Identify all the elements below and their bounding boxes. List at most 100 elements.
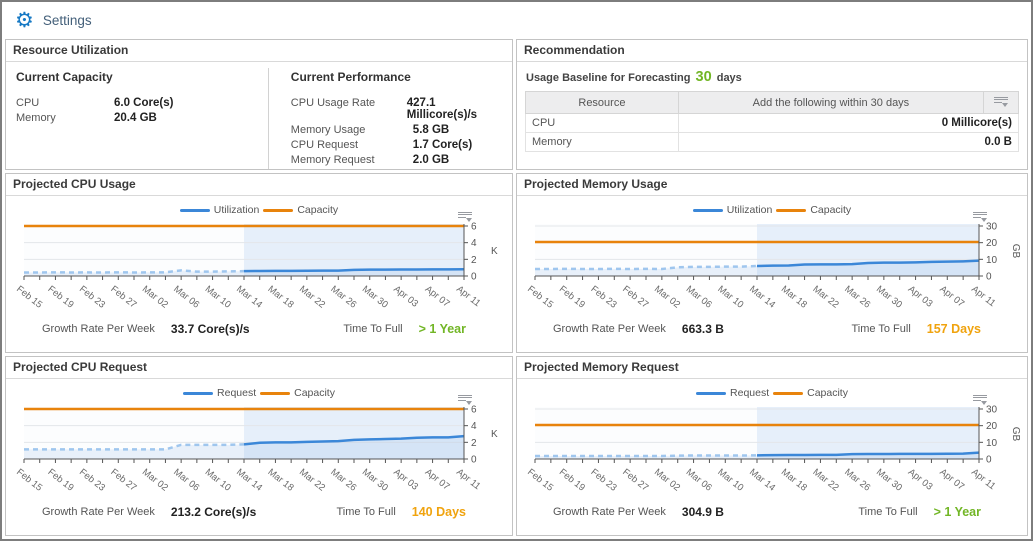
column-header-add-following[interactable]: Add the following within 30 days xyxy=(677,91,985,114)
svg-text:Feb 19: Feb 19 xyxy=(557,284,587,311)
svg-text:Feb 15: Feb 15 xyxy=(525,284,555,311)
svg-text:Apr 11: Apr 11 xyxy=(454,284,482,309)
svg-text:Mar 10: Mar 10 xyxy=(203,284,233,311)
chart-stats: Growth Rate Per Week 304.9 B Time To Ful… xyxy=(517,503,1027,525)
memory-request-chart: Request Capacity 0 10 20 30 GB Feb 15 Feb 19 Fe… xyxy=(517,379,1027,535)
chart-customizer-icon[interactable] xyxy=(973,210,987,222)
svg-text:Feb 23: Feb 23 xyxy=(77,467,107,494)
svg-text:Mar 18: Mar 18 xyxy=(779,467,809,494)
svg-text:Feb 19: Feb 19 xyxy=(46,284,76,311)
svg-text:6: 6 xyxy=(471,405,477,416)
time-to-full-label: Time To Full xyxy=(851,323,911,335)
resource-cell: CPU xyxy=(525,113,679,133)
series-legend-swatch xyxy=(692,208,723,212)
performance-row-memory-request: Memory Request 2.0 GB xyxy=(291,154,504,166)
column-header-resource[interactable]: Resource xyxy=(525,91,679,114)
chart-customizer-icon[interactable] xyxy=(458,393,472,405)
svg-text:Mar 14: Mar 14 xyxy=(747,284,777,311)
chart-plot: 0 2 4 6 K Feb 15 Feb 19 Feb 23 Feb 27 Mar 02 Mar 0… xyxy=(6,403,512,503)
legend-label: Capacity xyxy=(297,204,339,216)
svg-text:GB: GB xyxy=(1010,244,1021,259)
chart-customizer-icon[interactable] xyxy=(973,393,987,405)
row-label: Memory Usage xyxy=(290,124,366,136)
settings-bar[interactable]: ⚙ Settings xyxy=(2,2,1031,39)
recommendation-body: Usage Baseline for Forecasting 30 days R… xyxy=(517,62,1027,169)
svg-text:GB: GB xyxy=(1010,427,1021,442)
current-performance-section: Current Performance CPU Usage Rate 427.1… xyxy=(269,68,504,169)
baseline-prefix: Usage Baseline for Forecasting xyxy=(526,72,691,84)
row-value: 2.0 GB xyxy=(412,154,450,166)
chart-plot: 0 2 4 6 K Feb 15 Feb 19 Feb 23 Feb 27 Mar 02 Mar 0… xyxy=(6,220,512,320)
usage-baseline-text: Usage Baseline for Forecasting 30 days xyxy=(526,69,1019,85)
time-to-full-value: > 1 Year xyxy=(418,322,466,336)
panel-title: Projected Memory Usage xyxy=(517,174,1027,196)
time-to-full-value: > 1 Year xyxy=(933,505,981,519)
svg-text:Mar 22: Mar 22 xyxy=(297,467,327,494)
section-heading: Current Performance xyxy=(290,70,411,84)
baseline-suffix: days xyxy=(716,72,742,84)
svg-text:Mar 22: Mar 22 xyxy=(811,467,841,494)
chart-customizer-icon[interactable] xyxy=(458,210,472,222)
capacity-legend-swatch xyxy=(773,391,804,395)
svg-text:Mar 02: Mar 02 xyxy=(140,284,170,311)
table-row: CPU 0 Millicore(s) xyxy=(525,113,1020,133)
legend-label: Request xyxy=(217,387,257,399)
growth-rate-value: 33.7 Core(s)/s xyxy=(170,322,250,336)
legend-label: Request xyxy=(730,387,770,399)
svg-text:0: 0 xyxy=(471,455,477,466)
value-cell: 0.0 B xyxy=(677,132,1020,152)
svg-text:Apr 03: Apr 03 xyxy=(391,284,420,310)
chart-plot: 0 10 20 30 GB Feb 15 Feb 19 Feb 23 Feb 27 Mar 02 M… xyxy=(517,220,1027,320)
svg-text:20: 20 xyxy=(986,421,998,432)
svg-text:6: 6 xyxy=(471,222,477,233)
svg-text:Mar 30: Mar 30 xyxy=(360,284,390,311)
capacity-legend-swatch xyxy=(776,208,807,212)
time-to-full-label: Time To Full xyxy=(343,323,403,335)
settings-label: Settings xyxy=(42,13,92,28)
svg-text:Apr 11: Apr 11 xyxy=(969,467,997,492)
svg-text:Feb 23: Feb 23 xyxy=(77,284,107,311)
time-to-full-value: 157 Days xyxy=(926,322,981,336)
projected-cpu-request-panel: Projected CPU Request Request Capacity 0… xyxy=(5,356,513,536)
svg-text:Apr 07: Apr 07 xyxy=(937,467,966,493)
svg-text:20: 20 xyxy=(986,238,998,249)
growth-rate-value: 663.3 B xyxy=(681,322,724,336)
capacity-legend-swatch xyxy=(260,391,291,395)
growth-rate-label: Growth Rate Per Week xyxy=(553,506,666,518)
panel-title: Recommendation xyxy=(517,40,1027,62)
chart-stats: Growth Rate Per Week 663.3 B Time To Ful… xyxy=(517,320,1027,342)
svg-text:Mar 30: Mar 30 xyxy=(360,467,390,494)
resource-utilization-panel: Resource Utilization Current Capacity CP… xyxy=(5,39,513,170)
svg-text:Mar 26: Mar 26 xyxy=(328,467,358,494)
recommendation-panel: Recommendation Usage Baseline for Foreca… xyxy=(516,39,1028,170)
svg-text:2: 2 xyxy=(471,438,477,449)
table-row: Memory 0.0 B xyxy=(525,132,1020,152)
svg-text:0: 0 xyxy=(986,455,992,466)
svg-text:K: K xyxy=(491,246,498,257)
legend-label: Utilization xyxy=(726,204,773,216)
chart-legend: Request Capacity xyxy=(6,385,512,401)
svg-text:Feb 27: Feb 27 xyxy=(620,284,650,311)
svg-text:Mar 06: Mar 06 xyxy=(684,284,714,311)
svg-text:Mar 02: Mar 02 xyxy=(652,284,682,311)
svg-text:10: 10 xyxy=(986,438,998,449)
row-label: Memory Request xyxy=(290,154,375,166)
table-customizer-icon[interactable] xyxy=(994,95,1008,107)
svg-text:Mar 26: Mar 26 xyxy=(842,284,872,311)
panel-grid: Resource Utilization Current Capacity CP… xyxy=(2,39,1031,539)
svg-text:Apr 03: Apr 03 xyxy=(391,467,420,493)
legend-label: Capacity xyxy=(807,387,848,399)
legend-label: Capacity xyxy=(294,387,335,399)
svg-text:Mar 02: Mar 02 xyxy=(652,467,682,494)
svg-text:Mar 22: Mar 22 xyxy=(297,284,327,311)
svg-text:10: 10 xyxy=(986,255,998,266)
svg-text:30: 30 xyxy=(986,405,998,416)
svg-text:Apr 11: Apr 11 xyxy=(969,284,997,309)
svg-text:Feb 27: Feb 27 xyxy=(108,467,138,494)
capacity-row-cpu: CPU 6.0 Core(s) xyxy=(16,97,260,109)
series-legend-swatch xyxy=(183,391,214,395)
chart-plot: 0 10 20 30 GB Feb 15 Feb 19 Feb 23 Feb 27 Mar 02 M… xyxy=(517,403,1027,503)
current-capacity-section: Current Capacity CPU 6.0 Core(s) Memory … xyxy=(14,68,269,169)
svg-text:Mar 02: Mar 02 xyxy=(140,467,170,494)
time-to-full-value: 140 Days xyxy=(411,505,466,519)
